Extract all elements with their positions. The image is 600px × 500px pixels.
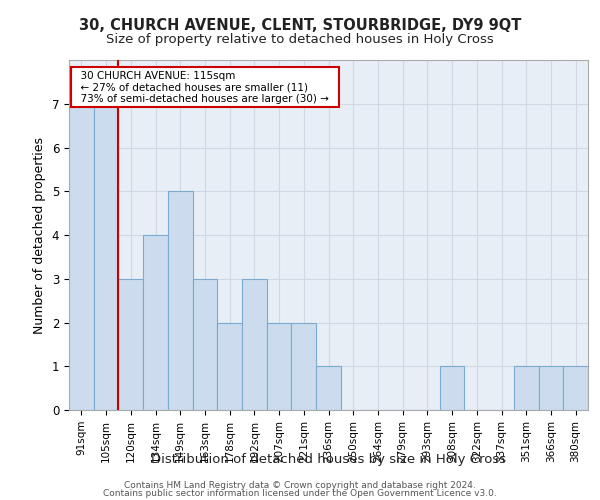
Bar	[217, 322, 242, 410]
Text: Size of property relative to detached houses in Holy Cross: Size of property relative to detached ho…	[106, 32, 494, 46]
Bar	[242, 279, 267, 410]
Bar	[267, 322, 292, 410]
Bar	[143, 235, 168, 410]
Bar	[168, 191, 193, 410]
Bar	[94, 104, 118, 410]
Y-axis label: Number of detached properties: Number of detached properties	[33, 136, 46, 334]
Bar	[118, 279, 143, 410]
Bar	[69, 104, 94, 410]
Bar	[440, 366, 464, 410]
Bar	[514, 366, 539, 410]
Text: Distribution of detached houses by size in Holy Cross: Distribution of detached houses by size …	[151, 452, 506, 466]
Text: 30 CHURCH AVENUE: 115sqm  
  ← 27% of detached houses are smaller (11)  
  73% o: 30 CHURCH AVENUE: 115sqm ← 27% of detach…	[74, 70, 335, 104]
Text: Contains HM Land Registry data © Crown copyright and database right 2024.: Contains HM Land Registry data © Crown c…	[124, 480, 476, 490]
Text: 30, CHURCH AVENUE, CLENT, STOURBRIDGE, DY9 9QT: 30, CHURCH AVENUE, CLENT, STOURBRIDGE, D…	[79, 18, 521, 32]
Bar	[316, 366, 341, 410]
Text: Contains public sector information licensed under the Open Government Licence v3: Contains public sector information licen…	[103, 489, 497, 498]
Bar	[193, 279, 217, 410]
Bar	[292, 322, 316, 410]
Bar	[563, 366, 588, 410]
Bar	[539, 366, 563, 410]
